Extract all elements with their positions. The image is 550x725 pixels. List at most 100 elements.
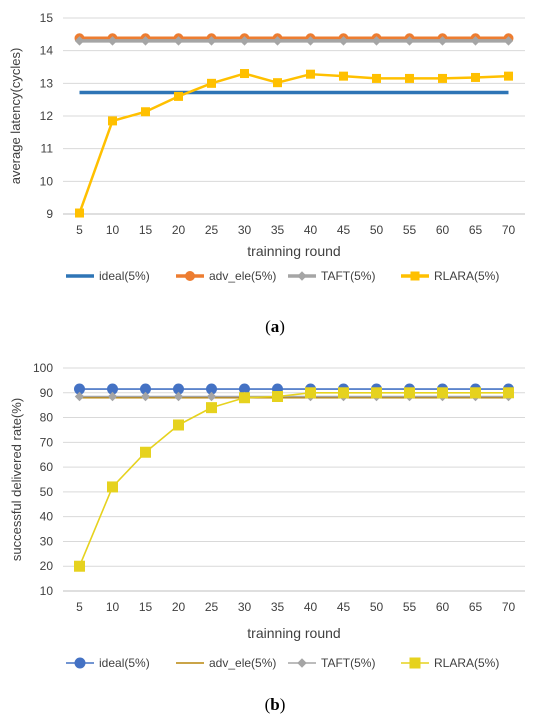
x-tick-label: 5 xyxy=(76,600,83,614)
data-point xyxy=(107,481,118,493)
x-tick-label: 15 xyxy=(139,223,153,237)
y-tick-label: 15 xyxy=(40,11,54,25)
data-point xyxy=(371,36,382,46)
y-tick-label: 80 xyxy=(40,411,54,425)
data-point xyxy=(140,391,151,402)
y-tick-label: 13 xyxy=(40,76,54,90)
x-tick-label: 45 xyxy=(337,223,351,237)
x-tick-label: 25 xyxy=(205,600,219,614)
legend-label: adv_ele(5%) xyxy=(209,269,276,283)
data-point xyxy=(141,107,150,117)
x-tick-label: 10 xyxy=(106,600,120,614)
data-point xyxy=(305,387,316,399)
data-point xyxy=(404,36,415,46)
legend-marker xyxy=(297,658,307,668)
legend-label: RLARA(5%) xyxy=(434,269,499,283)
y-tick-label: 14 xyxy=(40,44,54,58)
series-TAFT(5%) xyxy=(74,36,514,46)
series-line xyxy=(78,391,509,567)
x-tick-label: 40 xyxy=(304,600,318,614)
data-point xyxy=(75,208,84,218)
legend: ideal(5%) adv_ele(5%) TAFT(5%) RLARA(5%) xyxy=(66,656,499,670)
data-point xyxy=(272,36,283,46)
x-tick-label: 65 xyxy=(469,223,483,237)
series-RLARA(5%) xyxy=(75,69,513,218)
x-tick-label: 55 xyxy=(403,223,417,237)
data-point xyxy=(74,36,85,46)
y-tick-label: 40 xyxy=(40,510,54,524)
chart-b: 10 20 30 40 50 60 70 80 90 100 5 10 15 20 25 30 35 40 45 50… xyxy=(9,361,525,714)
data-point xyxy=(174,91,183,101)
data-point xyxy=(504,71,513,81)
legend-label: adv_ele(5%) xyxy=(209,656,276,670)
data-point xyxy=(173,391,184,402)
x-tick-label: 55 xyxy=(403,600,417,614)
data-point xyxy=(338,36,349,46)
data-point xyxy=(206,391,217,402)
legend-label: ideal(5%) xyxy=(99,656,150,670)
data-point xyxy=(470,36,481,46)
data-point xyxy=(74,560,85,572)
data-point xyxy=(437,36,448,46)
data-point xyxy=(503,36,514,46)
x-tick-label: 70 xyxy=(502,223,516,237)
y-tick-label: 12 xyxy=(40,109,54,123)
x-tick-label: 30 xyxy=(238,600,252,614)
figure-caption: (b) xyxy=(265,695,286,714)
legend-marker xyxy=(409,657,421,669)
data-point xyxy=(503,387,514,399)
y-axis-label: average latency(cycles) xyxy=(8,48,23,185)
y-axis-label: successful delivered rate(%) xyxy=(9,398,24,561)
x-tick-label: 30 xyxy=(238,223,252,237)
data-point xyxy=(207,78,216,88)
x-tick-label: 50 xyxy=(370,223,384,237)
legend-label: TAFT(5%) xyxy=(321,656,375,670)
legend: ideal(5%) adv_ele(5%) TAFT(5%) RLARA(5%) xyxy=(66,269,499,283)
data-point xyxy=(437,387,448,399)
data-point xyxy=(206,36,217,46)
x-tick-label: 50 xyxy=(370,600,384,614)
y-tick-label: 50 xyxy=(40,485,54,499)
x-tick-label: 60 xyxy=(436,600,450,614)
data-point xyxy=(239,36,250,46)
data-point xyxy=(173,419,184,431)
legend-marker xyxy=(297,271,307,281)
data-point xyxy=(239,392,250,404)
data-point xyxy=(108,116,117,126)
data-point xyxy=(372,73,381,83)
x-tick-label: 40 xyxy=(304,223,318,237)
series-RLARA(5%) xyxy=(74,387,514,572)
x-tick-label: 20 xyxy=(172,600,186,614)
x-tick-label: 20 xyxy=(172,223,186,237)
legend-marker xyxy=(410,271,420,281)
x-tick-label: 15 xyxy=(139,600,153,614)
x-tick-label: 45 xyxy=(337,600,351,614)
y-tick-label: 9 xyxy=(46,207,53,221)
x-tick-label: 10 xyxy=(106,223,120,237)
x-tick-label: 35 xyxy=(271,223,285,237)
data-point xyxy=(173,36,184,46)
x-tick-label: 70 xyxy=(502,600,516,614)
y-tick-label: 30 xyxy=(40,534,54,548)
y-tick-label: 20 xyxy=(40,559,54,573)
y-tick-label: 10 xyxy=(40,174,54,188)
series-line xyxy=(78,72,509,214)
figure-caption: (a) xyxy=(265,317,285,336)
y-tick-label: 10 xyxy=(40,584,54,598)
chart-a: 9 10 11 12 13 14 15 5 10 15 20 25 30 35 40 45 50 55 60 65 70… xyxy=(8,11,525,336)
data-point xyxy=(306,69,315,79)
y-tick-label: 90 xyxy=(40,386,54,400)
data-point xyxy=(471,72,480,82)
data-point xyxy=(371,387,382,399)
data-point xyxy=(107,391,118,402)
data-point xyxy=(107,36,118,46)
data-point xyxy=(140,36,151,46)
x-tick-label: 35 xyxy=(271,600,285,614)
data-point xyxy=(140,446,151,458)
x-axis-label: trainning round xyxy=(247,243,340,259)
x-tick-label: 5 xyxy=(76,223,83,237)
data-point xyxy=(206,402,217,414)
x-tick-label: 25 xyxy=(205,223,219,237)
legend-marker xyxy=(74,657,86,669)
